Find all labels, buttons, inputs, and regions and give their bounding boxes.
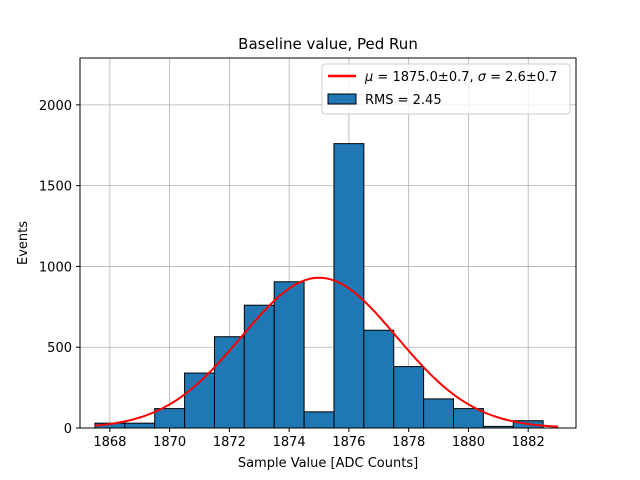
x-tick-label: 1874 (273, 435, 306, 450)
histogram-bar (423, 398, 454, 429)
legend-sigma-symbol: σ (478, 70, 487, 85)
y-tick-label: 1500 (39, 180, 72, 195)
x-tick-label: 1868 (93, 435, 126, 450)
x-axis-label: Sample Value [ADC Counts] (238, 456, 418, 471)
histogram-bar (393, 366, 425, 429)
histogram-bar (303, 411, 335, 429)
legend-mu-value: = 1875.0±0.7, (373, 70, 477, 85)
x-tick-label: 1880 (452, 435, 485, 450)
chart-title: Baseline value, Ped Run (238, 35, 418, 53)
legend: μ = 1875.0±0.7, σ = 2.6±0.7 RMS = 2.45 (321, 63, 571, 115)
legend-hist-swatch (327, 93, 357, 105)
histogram-bar (363, 329, 395, 429)
x-axis-ticks: 1868 1870 1872 1874 1876 1878 1880 1882 (93, 428, 545, 450)
histogram-bar (154, 408, 186, 429)
legend-sigma-value: = 2.6±0.7 (486, 70, 557, 85)
legend-box (321, 63, 571, 115)
histogram-bars (94, 143, 544, 429)
plot-area (80, 58, 576, 428)
x-tick-label: 1876 (332, 435, 365, 450)
y-tick-label: 2000 (39, 99, 72, 114)
histogram-bar (243, 304, 275, 429)
x-tick-label: 1882 (512, 435, 545, 450)
histogram-bar (333, 143, 365, 429)
legend-hist-label: RMS = 2.45 (365, 93, 442, 108)
y-tick-label: 1000 (39, 260, 72, 275)
gaussian-fit-curve (94, 276, 559, 428)
x-tick-label: 1870 (153, 435, 186, 450)
y-tick-label: 500 (47, 341, 72, 356)
y-axis-ticks: 0 500 1000 1500 2000 (39, 99, 80, 437)
x-tick-label: 1878 (392, 435, 425, 450)
legend-mu-symbol: μ (364, 70, 373, 85)
legend-fit-label: μ = 1875.0±0.7, σ = 2.6±0.7 (364, 70, 557, 85)
y-axis-label: Events (16, 221, 31, 265)
histogram-bar (124, 422, 156, 429)
y-tick-label: 0 (64, 422, 72, 437)
x-tick-label: 1872 (213, 435, 246, 450)
axes-frame (79, 57, 577, 429)
histogram-bar (273, 281, 305, 429)
histogram-bar (452, 408, 484, 429)
